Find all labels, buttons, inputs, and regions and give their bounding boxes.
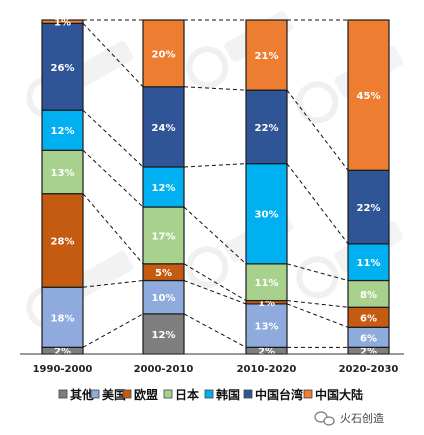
- wechat-icon: [314, 411, 335, 426]
- bar-segment-0-4: [41, 109, 84, 151]
- data-label-1-1: 10%: [152, 293, 176, 304]
- bar-area: 2% 18% 28% 13% 12% 26% 1% 12% 10% 5% 17% 12% 24% 20% 2…: [41, 18, 390, 358]
- legend-swatch-0: [58, 389, 68, 399]
- bar-segment-3-3: [347, 279, 390, 308]
- bar-segment-3-6: [347, 19, 390, 171]
- connector-line-2-2: [286, 303, 349, 328]
- connector-line-1-4: [183, 206, 247, 265]
- data-label-3-0: 2%: [360, 347, 377, 358]
- data-label-3-5: 22%: [357, 203, 381, 214]
- legend-swatch-6: [303, 389, 313, 399]
- x-tick-label-2: 2010-2020: [237, 364, 297, 375]
- connector-line-1-3: [183, 263, 247, 301]
- bar-segment-3-5: [347, 169, 390, 245]
- data-label-2-4: 30%: [255, 210, 279, 221]
- bar-segment-0-6: [41, 19, 84, 24]
- legend-label-1: 美国: [102, 387, 126, 402]
- bar-segment-1-5: [142, 86, 185, 168]
- connector-line-0-1: [82, 313, 144, 348]
- data-label-0-4: 12%: [51, 126, 75, 137]
- data-label-3-6: 45%: [357, 91, 381, 102]
- data-label-3-4: 11%: [357, 258, 381, 269]
- data-label-3-2: 6%: [360, 313, 377, 324]
- data-label-1-2: 5%: [155, 268, 172, 279]
- bar-segment-0-2: [41, 193, 84, 288]
- data-label-1-6: 20%: [152, 49, 176, 60]
- bar-segment-0-5: [41, 22, 84, 111]
- connector-line-0-3: [82, 193, 144, 265]
- x-tick-label-1: 2000-2010: [134, 364, 194, 375]
- data-label-3-3: 8%: [360, 290, 377, 301]
- connector-line-1-6: [183, 86, 247, 91]
- x-tick-label-3: 2020-2030: [339, 364, 399, 375]
- legend-label-3: 日本: [175, 387, 199, 402]
- data-label-2-1: 13%: [255, 322, 279, 333]
- connector-line-2-3: [286, 300, 349, 308]
- watermark-label: 火石创造: [340, 411, 384, 425]
- connector-line-1-1: [183, 313, 247, 348]
- bar-segment-2-6: [245, 19, 288, 91]
- data-label-0-2: 28%: [51, 236, 75, 247]
- data-label-0-3: 13%: [51, 168, 75, 179]
- bar-segment-1-0: [142, 313, 185, 355]
- watermark-badge: 火石创造: [314, 411, 384, 426]
- legend-swatch-1: [90, 389, 100, 399]
- connector-line-1-5: [183, 163, 247, 168]
- connector-line-0-6: [82, 22, 144, 88]
- data-label-0-5: 26%: [51, 63, 75, 74]
- data-label-2-3: 11%: [255, 278, 279, 289]
- bar-segment-3-4: [347, 243, 390, 282]
- bar-segment-1-6: [142, 19, 185, 88]
- legend-label-6: 中国大陆: [315, 387, 363, 402]
- bar-segment-1-4: [142, 166, 185, 208]
- data-label-3-1: 6%: [360, 333, 377, 344]
- data-label-0-1: 18%: [51, 313, 75, 324]
- legend-swatch-5: [243, 389, 253, 399]
- connector-lines: [82, 19, 349, 355]
- connector-line-2-4: [286, 263, 349, 282]
- data-label-1-0: 12%: [152, 330, 176, 341]
- data-label-0-6: 1%: [54, 18, 71, 29]
- connector-line-2-5: [286, 163, 349, 245]
- data-label-0-0: 2%: [54, 347, 71, 358]
- x-tick-label-0: 1990-2000: [33, 364, 93, 375]
- connector-line-2-6: [286, 89, 349, 171]
- legend-label-4: 韩国: [216, 387, 240, 402]
- legend-swatch-3: [163, 389, 173, 399]
- data-label-2-2: 1%: [258, 298, 275, 309]
- legend-label-2: 欧盟: [134, 387, 158, 402]
- connector-line-0-5: [82, 109, 144, 168]
- data-label-2-0: 2%: [258, 347, 275, 358]
- bar-segment-2-4: [245, 163, 288, 265]
- legend-label-0: 其他: [70, 387, 94, 402]
- data-label-1-3: 17%: [152, 231, 176, 242]
- legend-swatch-2: [122, 389, 132, 399]
- x-axis-ticks: 1990-2000 2000-2010 2010-2020 2020-2030: [33, 364, 399, 375]
- legend-label-5: 中国台湾: [255, 387, 303, 402]
- legend: 其他 美国 欧盟 日本 韩国 中国台湾 中国大陆: [58, 387, 363, 402]
- data-label-2-5: 22%: [255, 123, 279, 134]
- bar-segment-2-5: [245, 89, 288, 165]
- connector-line-0-2: [82, 280, 144, 288]
- data-label-1-4: 12%: [152, 183, 176, 194]
- legend-swatch-4: [204, 389, 214, 399]
- data-label-2-6: 21%: [255, 51, 279, 62]
- data-label-1-5: 24%: [152, 123, 176, 134]
- bar-segment-0-3: [41, 149, 84, 195]
